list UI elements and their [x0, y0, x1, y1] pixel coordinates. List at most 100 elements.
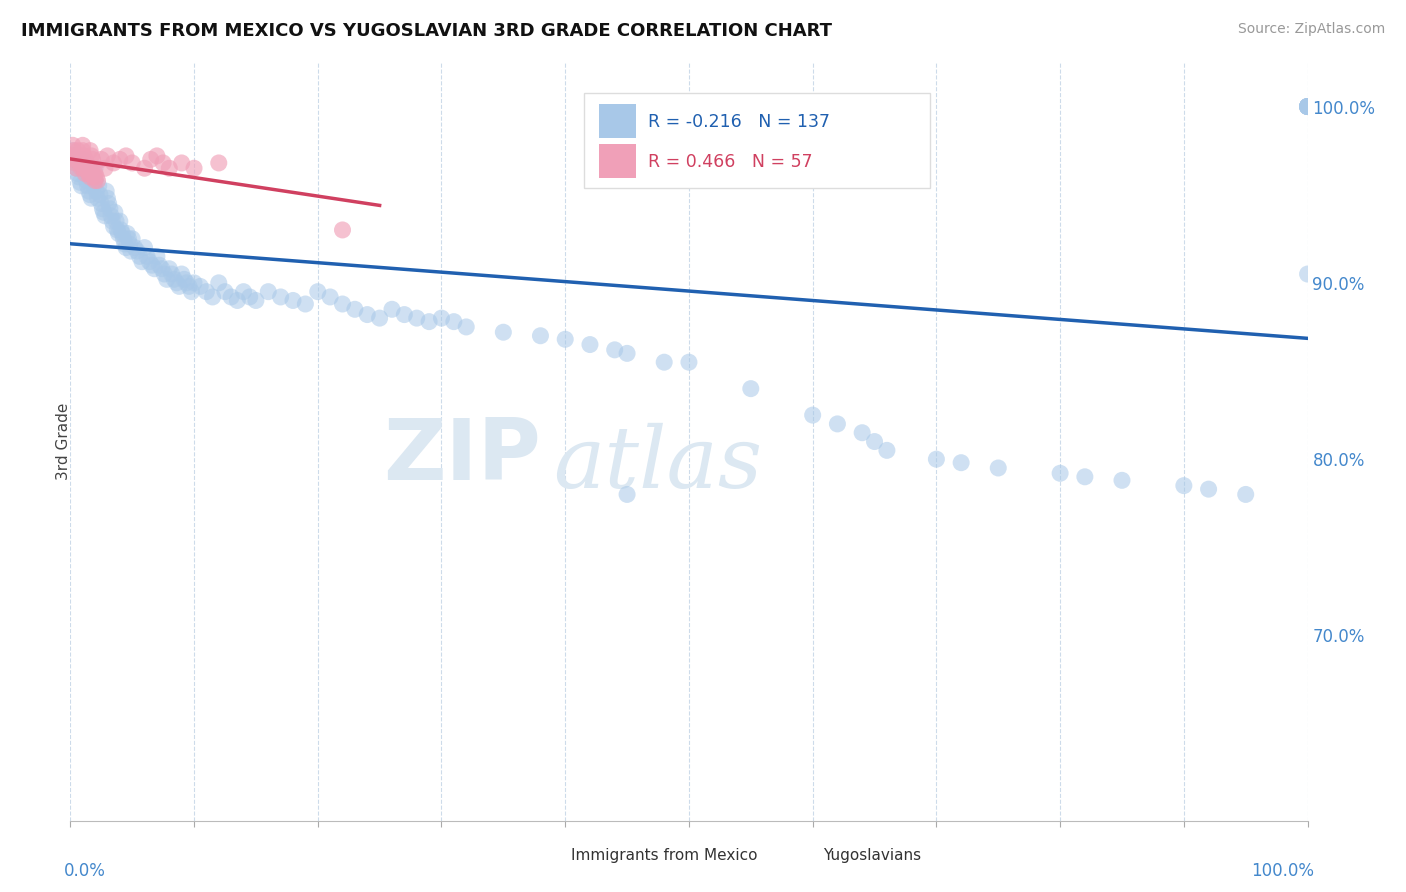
Point: [75, 173, 97, 187]
Point: [405, 311, 427, 326]
Point: [319, 290, 342, 304]
Point: [62, 144, 84, 158]
Point: [603, 343, 626, 357]
Point: [80, 161, 103, 176]
Text: R = 0.466   N = 57: R = 0.466 N = 57: [648, 153, 813, 170]
Point: [153, 267, 176, 281]
Point: [131, 254, 153, 268]
Point: [83, 169, 105, 184]
Point: [257, 285, 280, 299]
Point: [1173, 478, 1195, 492]
Point: [111, 227, 134, 241]
Point: [86, 191, 108, 205]
Point: [245, 293, 267, 308]
Point: [66, 144, 89, 158]
FancyBboxPatch shape: [599, 145, 636, 178]
Point: [150, 261, 173, 276]
Point: [232, 285, 254, 299]
Point: [1296, 99, 1319, 113]
Point: [170, 156, 193, 170]
Point: [84, 173, 107, 187]
Point: [69, 153, 91, 167]
Point: [876, 443, 898, 458]
Point: [678, 355, 700, 369]
Point: [67, 153, 90, 167]
Point: [76, 178, 98, 193]
Point: [183, 161, 205, 176]
Point: [117, 232, 139, 246]
Point: [143, 261, 166, 276]
Point: [65, 156, 87, 170]
Point: [120, 244, 142, 259]
Point: [62, 138, 84, 153]
Point: [1296, 99, 1319, 113]
Point: [950, 456, 973, 470]
Point: [84, 161, 107, 176]
Point: [925, 452, 948, 467]
Point: [76, 161, 98, 176]
Point: [152, 156, 174, 170]
Point: [65, 161, 87, 176]
Point: [73, 161, 96, 176]
Point: [127, 244, 149, 259]
Text: atlas: atlas: [553, 423, 762, 506]
Point: [72, 144, 94, 158]
Point: [75, 156, 97, 170]
Point: [84, 169, 107, 184]
Point: [157, 261, 180, 276]
Point: [110, 223, 132, 237]
Point: [1296, 99, 1319, 113]
Point: [75, 153, 97, 167]
Point: [86, 173, 108, 187]
Point: [987, 461, 1010, 475]
Point: [65, 161, 87, 176]
Point: [84, 173, 107, 187]
Y-axis label: 3rd Grade: 3rd Grade: [56, 403, 70, 480]
Point: [73, 149, 96, 163]
Text: Source: ZipAtlas.com: Source: ZipAtlas.com: [1237, 22, 1385, 37]
Point: [128, 249, 150, 263]
Point: [72, 138, 94, 153]
FancyBboxPatch shape: [583, 93, 931, 187]
Point: [270, 290, 292, 304]
Point: [616, 487, 638, 501]
Point: [307, 285, 329, 299]
Point: [134, 161, 156, 176]
Point: [201, 290, 224, 304]
Point: [65, 149, 87, 163]
Point: [801, 408, 824, 422]
Point: [188, 279, 211, 293]
Point: [93, 205, 115, 219]
Point: [1296, 99, 1319, 113]
Point: [1234, 487, 1257, 501]
Point: [67, 149, 90, 163]
Point: [66, 167, 89, 181]
Point: [456, 320, 478, 334]
FancyBboxPatch shape: [599, 104, 636, 138]
Point: [82, 153, 104, 167]
Point: [84, 184, 107, 198]
Point: [114, 237, 136, 252]
Point: [134, 241, 156, 255]
Point: [368, 311, 391, 326]
Point: [121, 232, 143, 246]
Point: [108, 153, 131, 167]
Point: [195, 285, 218, 299]
Point: [167, 279, 190, 293]
Point: [89, 187, 111, 202]
Point: [96, 184, 118, 198]
Point: [146, 249, 169, 263]
Point: [94, 209, 117, 223]
Point: [72, 153, 94, 167]
Point: [430, 311, 453, 326]
Point: [208, 276, 231, 290]
Point: [69, 156, 91, 170]
Point: [173, 272, 195, 286]
Point: [138, 254, 160, 268]
Point: [1198, 482, 1220, 496]
Point: [105, 214, 128, 228]
Point: [121, 156, 143, 170]
FancyBboxPatch shape: [776, 845, 807, 866]
Point: [124, 241, 146, 255]
Point: [75, 167, 97, 181]
